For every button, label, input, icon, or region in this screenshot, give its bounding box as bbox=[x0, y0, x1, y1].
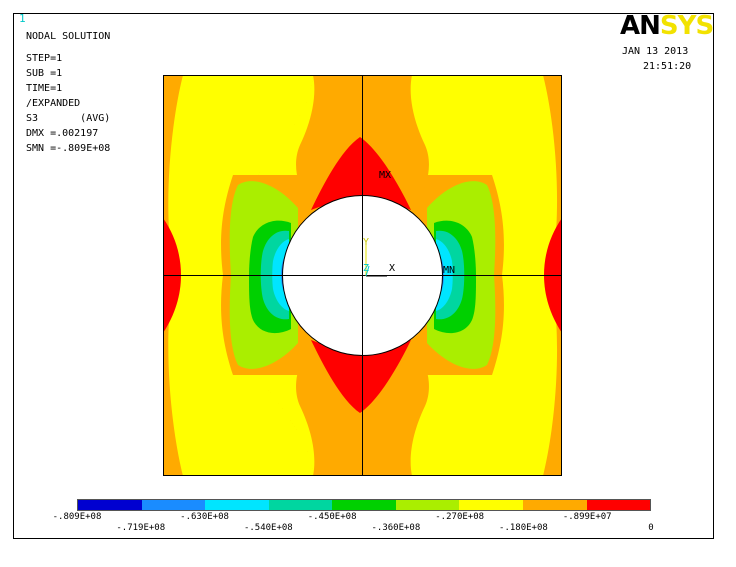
date-label: JAN 13 2013 bbox=[622, 46, 689, 57]
max-marker: MX bbox=[379, 170, 391, 181]
info-step: STEP=1 bbox=[26, 53, 63, 64]
info-expanded: /EXPANDED bbox=[26, 98, 81, 109]
window-number: 1 bbox=[19, 12, 26, 25]
info-sub: SUB =1 bbox=[26, 68, 63, 79]
triad-x-label: X bbox=[389, 263, 395, 274]
contour-band-red-top bbox=[311, 137, 411, 210]
legend-label-lower: -.360E+08 bbox=[371, 523, 421, 533]
legend-color-cell bbox=[205, 500, 269, 510]
legend-color-cell bbox=[78, 500, 142, 510]
legend-color-cell bbox=[141, 500, 206, 510]
legend-color-cell bbox=[522, 500, 587, 510]
plot-border bbox=[163, 75, 562, 476]
legend-color-cell bbox=[268, 500, 333, 510]
contour-band-yellow bbox=[168, 75, 558, 476]
info-time: TIME=1 bbox=[26, 83, 63, 94]
info-dmx: DMX =.002197 bbox=[26, 128, 99, 139]
legend-color-cell bbox=[586, 500, 651, 510]
legend-label-lower: -.540E+08 bbox=[243, 523, 293, 533]
legend-label-lower: -.180E+08 bbox=[499, 523, 548, 533]
time-label: 21:51:20 bbox=[643, 61, 692, 72]
legend-label-upper: -.630E+08 bbox=[180, 512, 229, 522]
legend-color-cell bbox=[459, 500, 523, 510]
ansys-logo: ANSYS bbox=[620, 11, 714, 41]
legend-color-cell bbox=[332, 500, 396, 510]
contour-plot[interactable]: Y Z X MX MN bbox=[163, 75, 562, 476]
contour-legend-bar bbox=[77, 499, 651, 511]
legend-label-upper: -.450E+08 bbox=[307, 512, 357, 522]
legend-label-upper: -.270E+08 bbox=[435, 512, 485, 522]
contour-band-red-bottom bbox=[311, 340, 411, 413]
legend-label-lower: -.719E+08 bbox=[116, 523, 166, 533]
legend-color-cell bbox=[395, 500, 460, 510]
legend-label-upper: -.899E+07 bbox=[562, 512, 612, 522]
triad-z-label: Z bbox=[363, 263, 369, 274]
legend-label-upper: -.809E+08 bbox=[52, 512, 102, 522]
info-result-item: S3 (AVG) bbox=[26, 113, 111, 124]
graphics-window-frame bbox=[13, 13, 714, 539]
legend-label-lower: 0 bbox=[648, 523, 654, 533]
info-smn: SMN =-.809E+08 bbox=[26, 143, 111, 154]
min-marker: MN bbox=[443, 265, 455, 276]
triad-y-label: Y bbox=[363, 237, 369, 248]
triad-z-axis bbox=[365, 265, 370, 277]
solution-title: NODAL SOLUTION bbox=[26, 31, 111, 42]
